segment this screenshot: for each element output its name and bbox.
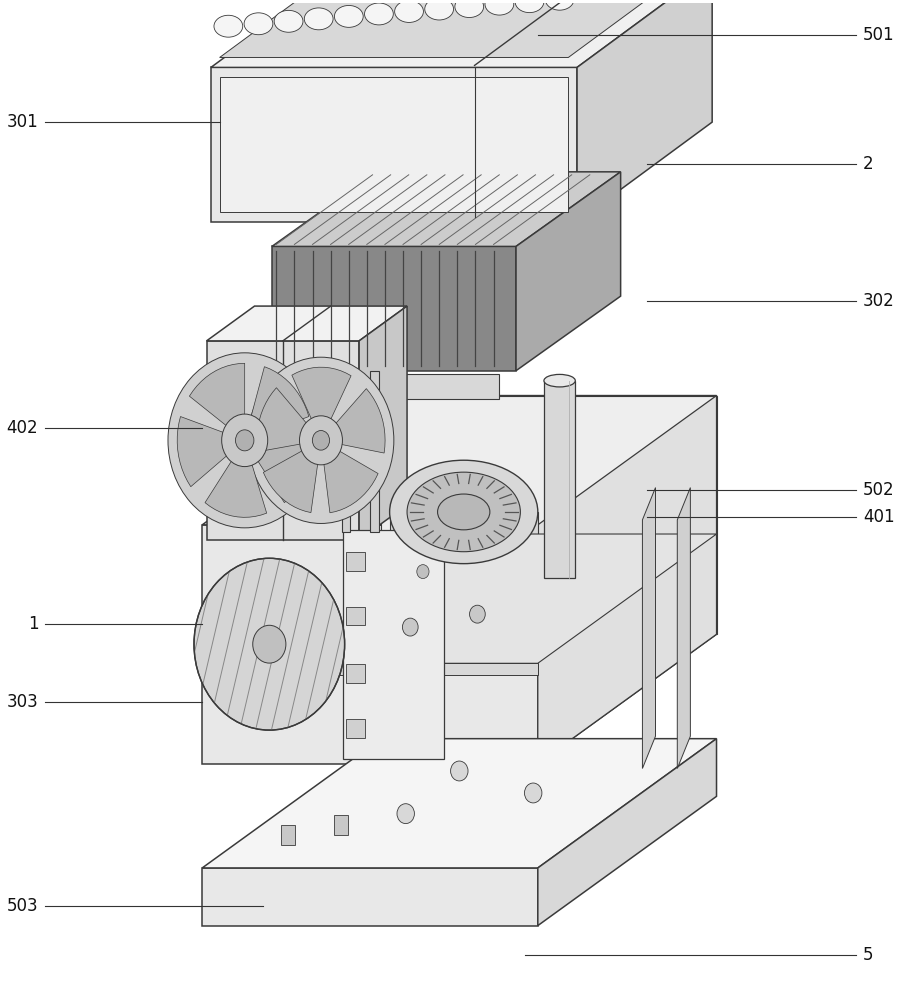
Polygon shape <box>202 525 538 764</box>
Polygon shape <box>272 246 515 371</box>
Polygon shape <box>244 439 312 503</box>
Circle shape <box>524 783 541 803</box>
Text: 401: 401 <box>862 508 894 526</box>
Polygon shape <box>359 306 407 540</box>
Polygon shape <box>538 396 715 764</box>
Ellipse shape <box>334 5 363 27</box>
Circle shape <box>299 416 342 465</box>
Ellipse shape <box>545 0 574 10</box>
Circle shape <box>253 625 286 663</box>
Ellipse shape <box>543 571 575 584</box>
Circle shape <box>221 414 267 467</box>
FancyBboxPatch shape <box>345 664 364 683</box>
Polygon shape <box>263 440 320 513</box>
Ellipse shape <box>244 13 272 35</box>
Bar <box>334 815 347 835</box>
Circle shape <box>450 761 467 781</box>
Polygon shape <box>202 396 715 525</box>
FancyBboxPatch shape <box>345 552 364 571</box>
Text: 1: 1 <box>28 615 38 633</box>
Polygon shape <box>343 530 444 759</box>
Polygon shape <box>211 67 576 222</box>
Ellipse shape <box>484 0 513 15</box>
Polygon shape <box>538 739 715 926</box>
Bar <box>370 371 379 532</box>
Circle shape <box>248 357 393 523</box>
Bar <box>543 381 575 578</box>
Polygon shape <box>189 363 244 440</box>
Polygon shape <box>320 440 378 513</box>
Circle shape <box>194 558 345 730</box>
Text: 2: 2 <box>862 155 872 173</box>
FancyBboxPatch shape <box>345 607 364 625</box>
Polygon shape <box>244 367 308 440</box>
Polygon shape <box>205 440 266 517</box>
Bar <box>341 371 350 532</box>
Polygon shape <box>576 0 712 222</box>
FancyBboxPatch shape <box>345 719 364 738</box>
Ellipse shape <box>274 10 303 32</box>
Polygon shape <box>302 534 715 663</box>
Ellipse shape <box>437 494 489 530</box>
Polygon shape <box>256 388 320 452</box>
Polygon shape <box>211 0 712 67</box>
Circle shape <box>417 565 428 579</box>
Polygon shape <box>202 868 538 926</box>
Polygon shape <box>207 341 359 540</box>
Text: 301: 301 <box>6 113 38 131</box>
Ellipse shape <box>394 1 423 22</box>
Ellipse shape <box>424 0 453 20</box>
Circle shape <box>312 431 329 450</box>
Ellipse shape <box>407 472 520 552</box>
Text: 5: 5 <box>862 946 872 964</box>
Polygon shape <box>676 488 690 768</box>
Bar <box>281 825 295 845</box>
Polygon shape <box>289 374 498 399</box>
Ellipse shape <box>364 3 393 25</box>
Polygon shape <box>219 77 567 212</box>
Polygon shape <box>302 663 538 675</box>
Text: 402: 402 <box>6 419 38 437</box>
Text: 503: 503 <box>6 897 38 915</box>
Circle shape <box>168 353 321 528</box>
Circle shape <box>402 618 418 636</box>
Polygon shape <box>320 389 384 453</box>
Ellipse shape <box>455 0 483 18</box>
Polygon shape <box>177 417 244 487</box>
Polygon shape <box>219 0 683 57</box>
Ellipse shape <box>514 0 543 13</box>
Ellipse shape <box>304 8 333 30</box>
Polygon shape <box>641 488 655 768</box>
Ellipse shape <box>389 460 538 564</box>
Circle shape <box>235 430 253 451</box>
Text: 303: 303 <box>6 693 38 711</box>
Circle shape <box>397 804 414 824</box>
Polygon shape <box>202 739 715 868</box>
Text: 302: 302 <box>862 292 894 310</box>
Polygon shape <box>389 512 538 542</box>
Polygon shape <box>272 172 620 246</box>
Circle shape <box>469 605 484 623</box>
Polygon shape <box>381 396 715 634</box>
Ellipse shape <box>214 15 243 37</box>
Polygon shape <box>207 306 407 341</box>
Polygon shape <box>291 367 351 440</box>
Ellipse shape <box>543 374 575 387</box>
Text: 502: 502 <box>862 481 894 499</box>
Polygon shape <box>538 396 715 764</box>
Polygon shape <box>515 172 620 371</box>
Text: 501: 501 <box>862 26 894 44</box>
